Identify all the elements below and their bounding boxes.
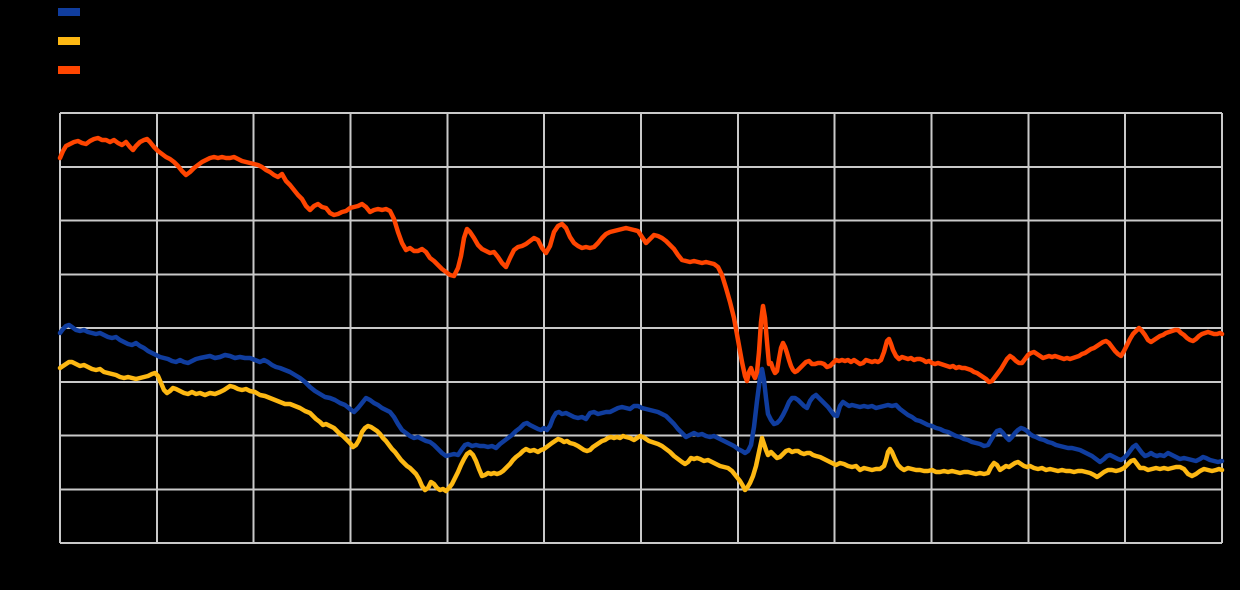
series-gold-line xyxy=(57,359,1225,494)
grid xyxy=(59,112,1223,544)
series-orange-line xyxy=(57,135,1225,385)
legend-swatch-series-gold xyxy=(58,37,80,45)
legend-swatch-series-orange xyxy=(58,66,80,74)
chart-legend xyxy=(0,0,120,90)
legend-swatch-series-blue xyxy=(58,8,80,16)
series-blue-line xyxy=(57,322,1225,465)
